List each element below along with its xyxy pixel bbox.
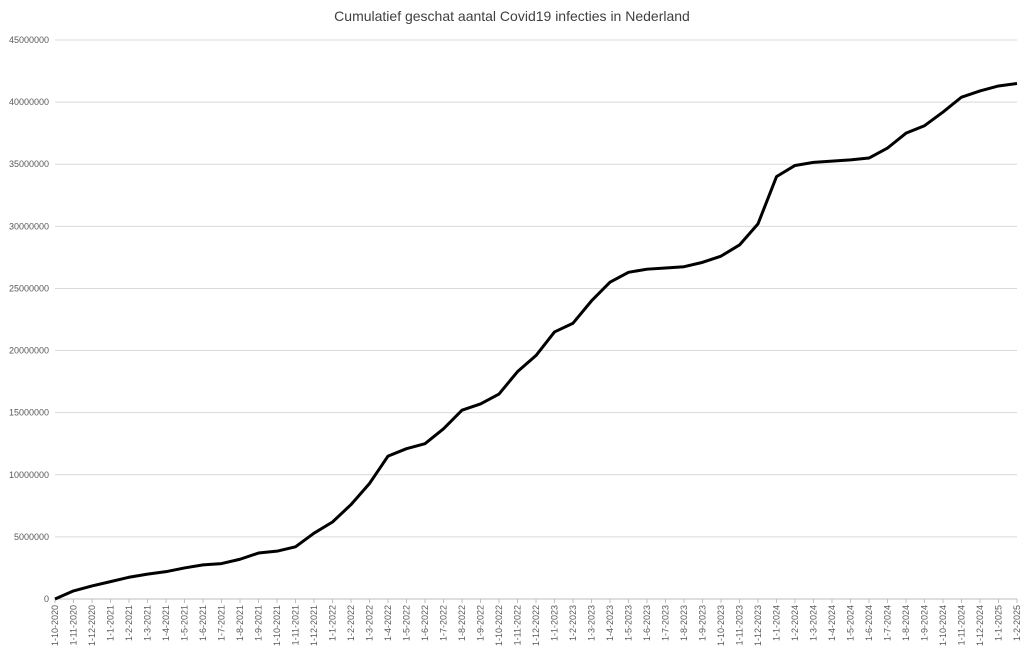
line: [54, 81, 1018, 601]
x-tick-label: 1-2-2021: [124, 605, 134, 641]
y-tick-label: 40000000: [9, 97, 49, 107]
x-tick-label: 1-5-2022: [402, 605, 412, 641]
x-tick-label: 1-8-2024: [901, 605, 911, 641]
x-tick-label: 1-6-2022: [420, 605, 430, 641]
x-tick-label: 1-12-2021: [309, 605, 319, 646]
x-tick-label: 1-11-2024: [957, 605, 967, 645]
x-tick-label: 1-3-2024: [809, 605, 819, 641]
x-tick-label: 1-7-2023: [661, 605, 671, 641]
x-tick-label: 1-10-2024: [938, 605, 948, 646]
x-tick-label: 1-7-2024: [883, 605, 893, 641]
x-tick-label: 1-4-2021: [161, 605, 171, 641]
x-tick-label: 1-2-2023: [568, 605, 578, 641]
y-tick-label: 10000000: [9, 470, 49, 480]
y-tick-label: 45000000: [9, 35, 49, 45]
x-tick-label: 1-10-2023: [716, 605, 726, 646]
x-tick-label: 1-7-2022: [439, 605, 449, 641]
y-tick-label: 0: [44, 594, 49, 604]
x-tick-label: 1-11-2022: [513, 605, 523, 645]
x-tick-label: 1-6-2024: [864, 605, 874, 641]
x-tick-label: 1-6-2021: [198, 605, 208, 641]
x-tick-label: 1-10-2021: [272, 605, 282, 646]
x-tick-label: 1-1-2024: [772, 605, 782, 641]
x-tick-label: 1-8-2021: [235, 605, 245, 641]
x-tick-label: 1-7-2021: [217, 605, 227, 641]
y-tick-label: 5000000: [14, 532, 49, 542]
x-tick-label: 1-11-2020: [69, 605, 79, 645]
x-tick-label: 1-1-2023: [550, 605, 560, 641]
x-tick-label: 1-8-2022: [457, 605, 467, 641]
x-tick-label: 1-9-2024: [920, 605, 930, 641]
x-tick-label: 1-1-2022: [328, 605, 338, 641]
x-tick-label: 1-3-2022: [365, 605, 375, 641]
x-tick-label: 1-2-2022: [346, 605, 356, 641]
x-tick-label: 1-6-2023: [642, 605, 652, 641]
x-tick-label: 1-10-2022: [494, 605, 504, 646]
y-tick-label: 35000000: [9, 159, 49, 169]
y-tick-label: 15000000: [9, 408, 49, 418]
x-tick-label: 1-9-2021: [254, 605, 264, 641]
x-tick-label: 1-10-2020: [50, 605, 60, 646]
x-tick-label: 1-9-2022: [476, 605, 486, 641]
x-tick-label: 1-4-2022: [383, 605, 393, 641]
x-tick-label: 1-5-2021: [180, 605, 190, 641]
x-tick-label: 1-5-2023: [624, 605, 634, 641]
x-tick-label: 1-11-2023: [735, 605, 745, 645]
x-tick-label: 1-12-2023: [753, 605, 763, 646]
x-tick-label: 1-2-2025: [1012, 605, 1022, 641]
x-tick-label: 1-11-2021: [291, 605, 301, 645]
x-tick-label: 1-4-2024: [827, 605, 837, 641]
x-tick-label: 1-1-2021: [106, 605, 116, 641]
chart-title: Cumulatief geschat aantal Covid19 infect…: [334, 8, 690, 24]
x-tick-label: 1-1-2025: [994, 605, 1004, 641]
y-tick-label: 20000000: [9, 346, 49, 356]
x-tick-label: 1-12-2024: [975, 605, 985, 646]
x-tick-label: 1-9-2023: [698, 605, 708, 641]
x-tick-label: 1-4-2023: [605, 605, 615, 641]
x-tick-label: 1-12-2022: [531, 605, 541, 646]
y-tick-label: 30000000: [9, 221, 49, 231]
x-tick-label: 1-3-2021: [143, 605, 153, 641]
x-tick-label: 1-12-2020: [87, 605, 97, 646]
y-tick-label: 25000000: [9, 283, 49, 293]
x-tick-label: 1-2-2024: [790, 605, 800, 641]
x-tick-label: 1-8-2023: [679, 605, 689, 641]
x-tick-label: 1-3-2023: [587, 605, 597, 641]
x-tick-label: 1-5-2024: [846, 605, 856, 641]
